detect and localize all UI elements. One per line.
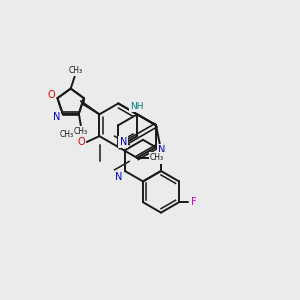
Text: CH₃: CH₃ — [150, 153, 164, 162]
Text: N: N — [158, 145, 166, 155]
Text: N: N — [53, 112, 60, 122]
Text: N: N — [115, 172, 123, 182]
Text: N: N — [120, 137, 127, 147]
Text: NH: NH — [130, 102, 144, 111]
Text: CH₃: CH₃ — [69, 66, 83, 75]
Text: CH₃: CH₃ — [74, 127, 88, 136]
Text: F: F — [191, 197, 197, 207]
Text: O: O — [78, 137, 86, 147]
Text: O: O — [48, 90, 56, 100]
Text: CH₃: CH₃ — [59, 130, 74, 139]
